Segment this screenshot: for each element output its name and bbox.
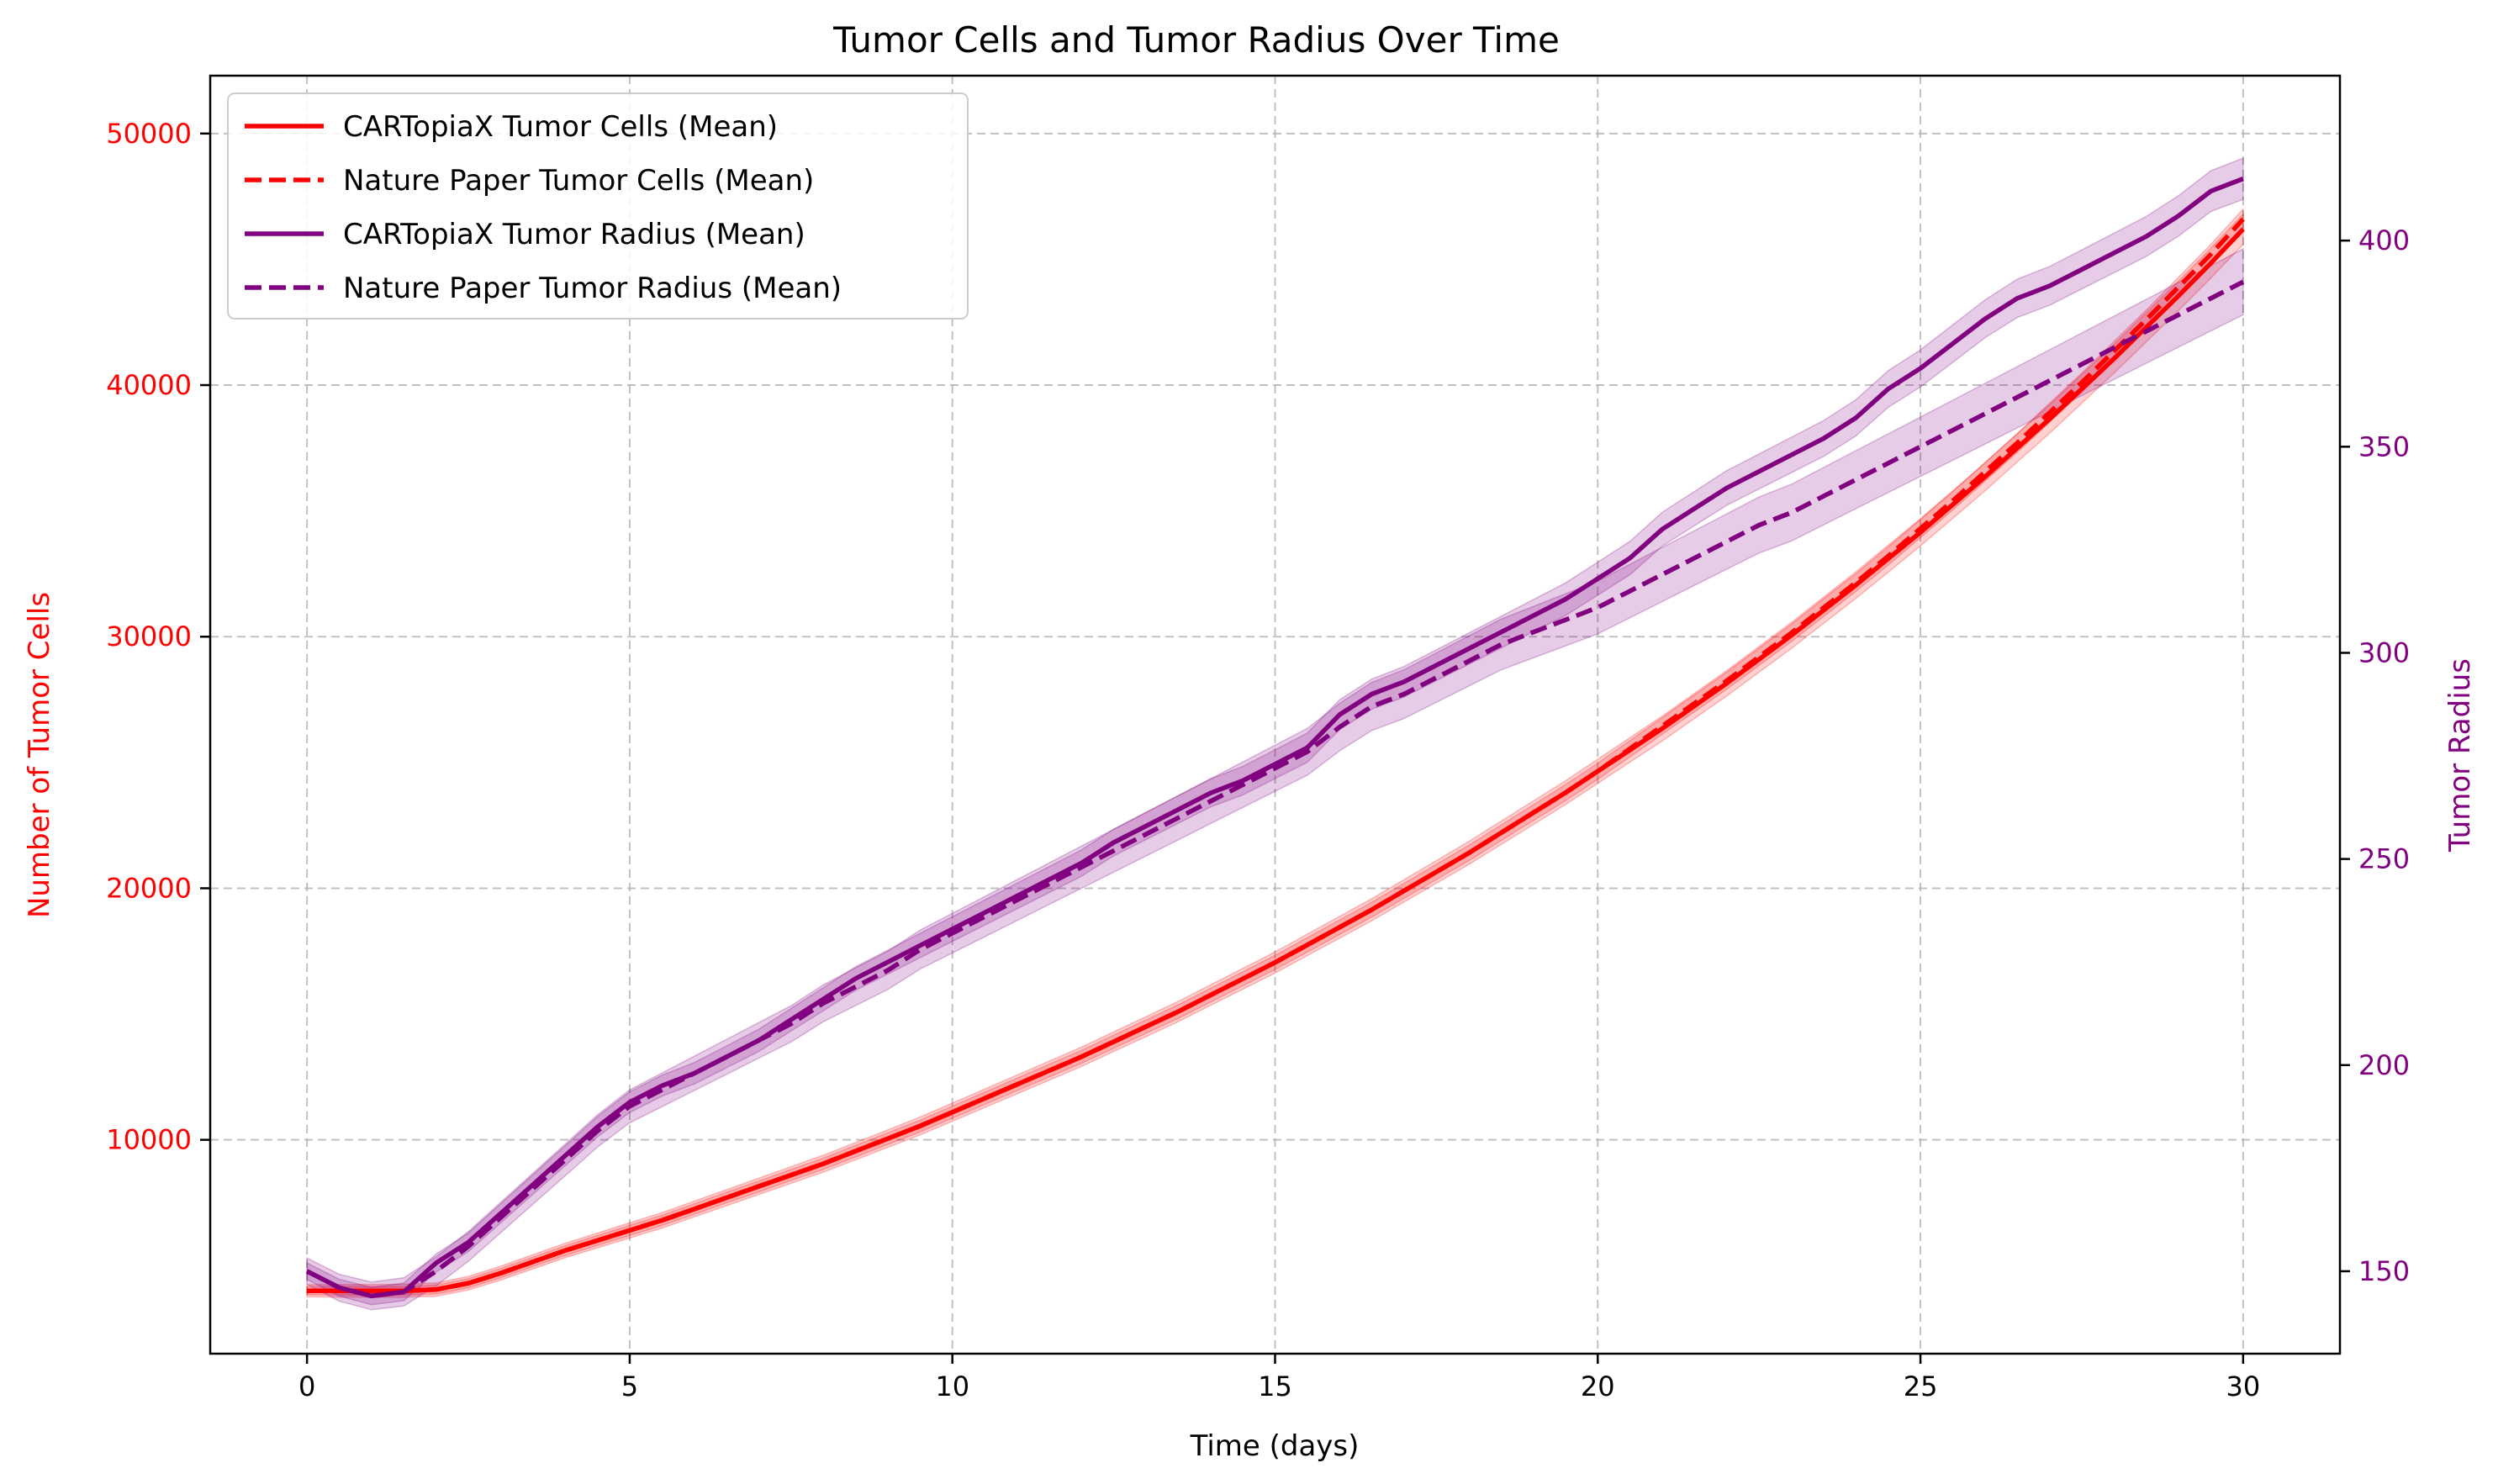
y-axis-right-label: Tumor Radius xyxy=(2443,658,2477,853)
y-axis-right: 150 200 250 300 350 400 xyxy=(2340,224,2410,1287)
y-right-tick-label: 300 xyxy=(2358,636,2410,668)
y-left-tick-label: 50000 xyxy=(106,118,192,150)
x-axis-label: Time (days) xyxy=(1190,1429,1360,1463)
x-tick-label: 10 xyxy=(935,1370,969,1402)
legend-label: CARTopiaX Tumor Radius (Mean) xyxy=(343,218,805,251)
chart-title: Tumor Cells and Tumor Radius Over Time xyxy=(832,19,1560,61)
line-nature-paper-tumor-radius-mean- xyxy=(305,279,2245,1299)
grid xyxy=(210,76,2340,1354)
legend: CARTopiaX Tumor Cells (Mean) Nature Paper… xyxy=(227,92,969,320)
legend-label: Nature Paper Tumor Cells (Mean) xyxy=(343,164,814,198)
y-right-tick-label: 200 xyxy=(2358,1049,2410,1081)
x-tick-label: 15 xyxy=(1258,1370,1292,1402)
y-left-tick-label: 40000 xyxy=(106,369,192,401)
y-left-tick-label: 30000 xyxy=(106,621,192,652)
line-cartopiax-tumor-radius-mean- xyxy=(305,177,2244,1299)
band-nature-paper-tumor-radius-mean- xyxy=(306,247,2244,1311)
y-right-tick-label: 350 xyxy=(2358,430,2410,462)
legend-label: Nature Paper Tumor Radius (Mean) xyxy=(343,272,842,305)
series-lines xyxy=(305,177,2245,1299)
y-left-tick-label: 10000 xyxy=(106,1124,192,1156)
y-left-tick-label: 20000 xyxy=(106,872,192,904)
x-axis: 0 5 10 15 20 25 30 xyxy=(298,1354,2260,1402)
line-nature-paper-tumor-cells-mean- xyxy=(307,217,2245,1293)
x-tick-label: 5 xyxy=(621,1370,638,1402)
y-axis-left-label: Number of Tumor Cells xyxy=(23,592,56,918)
y-right-tick-label: 250 xyxy=(2358,843,2410,875)
band-cartopiax-tumor-cells-mean- xyxy=(306,212,2244,1298)
y-right-tick-label: 150 xyxy=(2358,1255,2410,1287)
x-tick-label: 0 xyxy=(298,1370,315,1402)
y-axis-left: 10000 20000 30000 40000 50000 xyxy=(106,118,210,1156)
x-tick-label: 30 xyxy=(2226,1370,2261,1402)
legend-label: CARTopiaX Tumor Cells (Mean) xyxy=(343,110,778,144)
legend-box xyxy=(227,92,969,320)
x-tick-label: 20 xyxy=(1581,1370,1615,1402)
y-right-tick-label: 400 xyxy=(2358,224,2410,256)
x-tick-label: 25 xyxy=(1904,1370,1938,1402)
